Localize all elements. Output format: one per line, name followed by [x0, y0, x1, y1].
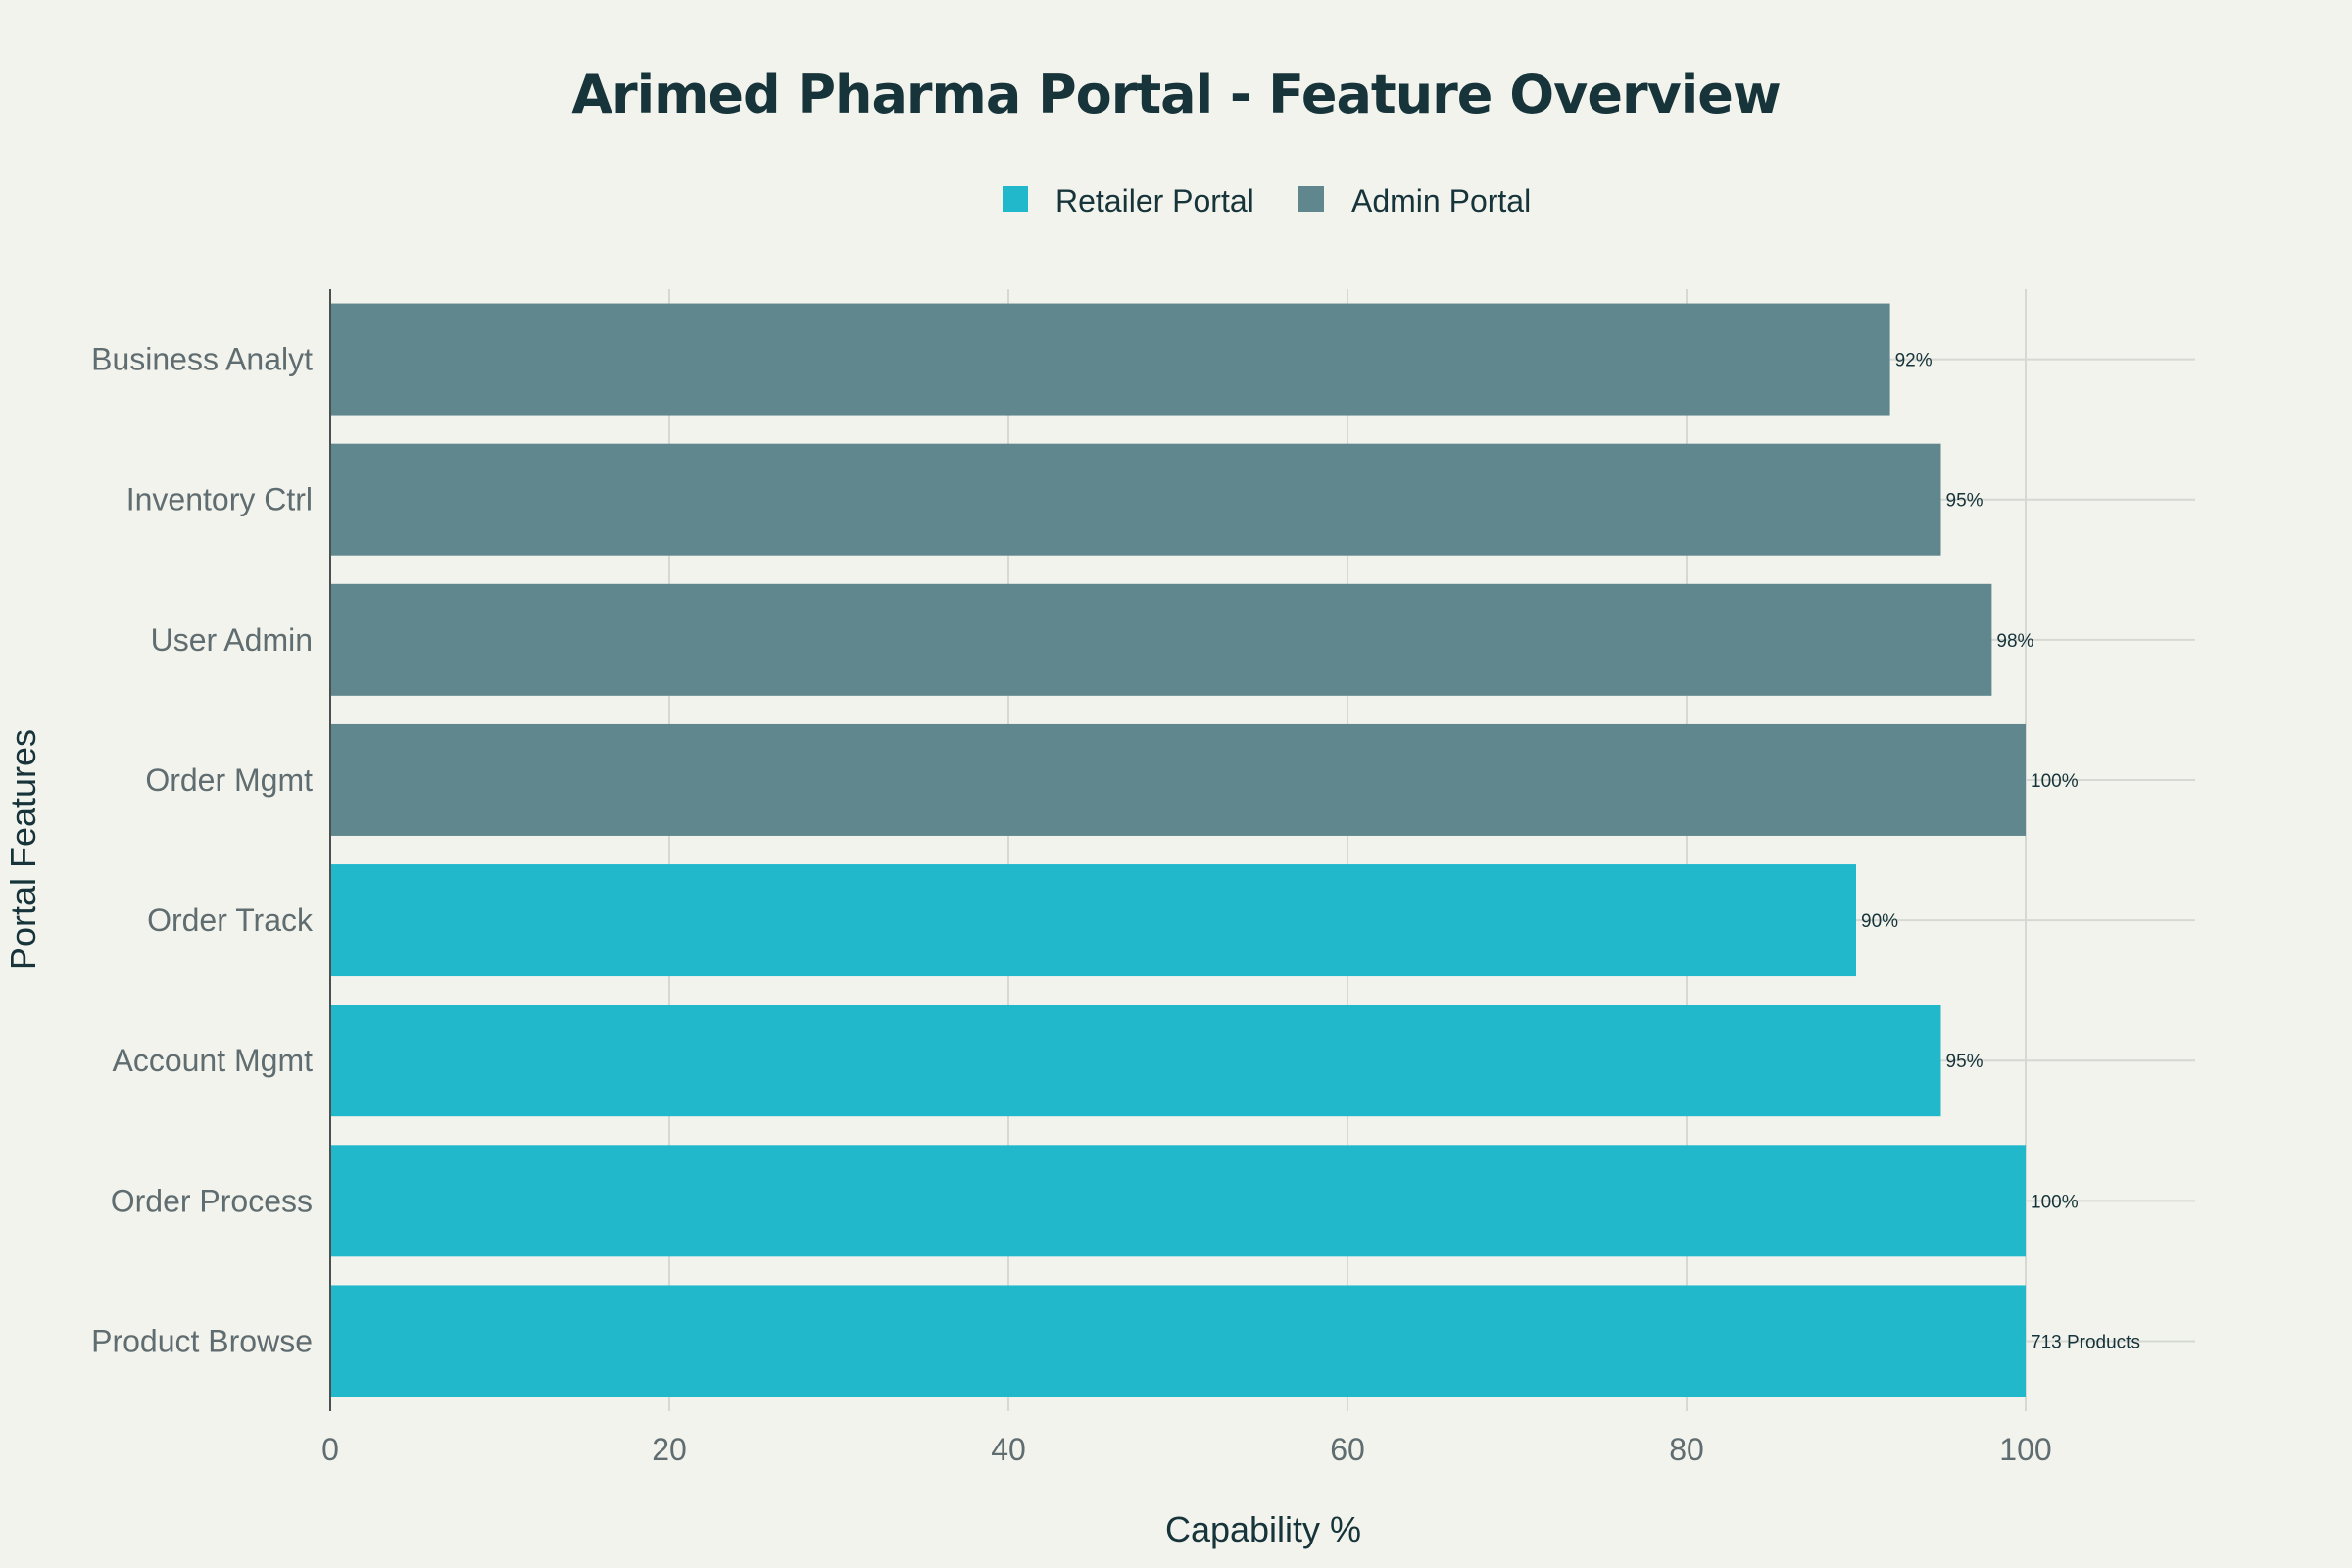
legend-swatch	[1298, 186, 1324, 212]
y-tick-label: Order Mgmt	[145, 762, 313, 798]
data-label: 100%	[2031, 771, 2079, 792]
bar-order-process	[330, 1145, 2026, 1257]
y-tick-label: User Admin	[151, 622, 313, 658]
x-tick-label: 60	[1330, 1432, 1365, 1467]
data-label: 98%	[1996, 631, 2034, 652]
y-tick-label: Business Analyt	[91, 342, 313, 377]
bar-user-admin	[330, 583, 1992, 696]
y-axis-ticks: Product Browse Order Process Account Mgmt O…	[91, 342, 314, 1359]
data-labels: 713 Products 100% 95% 90% 100% 98% 95% 92%	[1861, 351, 2140, 1353]
bar-business-analyt	[330, 303, 1890, 416]
data-label: 95%	[1946, 1052, 1984, 1072]
x-axis-ticks: 0 20 40 60 80 100	[321, 1432, 2052, 1467]
x-tick-label: 0	[321, 1432, 339, 1467]
y-axis-label: Portal Features	[3, 729, 43, 970]
y-tick-label: Order Track	[147, 903, 314, 938]
x-axis-label: Capability %	[1165, 1509, 1361, 1549]
bar-account-mgmt	[330, 1004, 1941, 1117]
chart-title: Arimed Pharma Portal - Feature Overview	[571, 64, 1781, 125]
data-label: 92%	[1895, 351, 1933, 371]
y-tick-label: Order Process	[111, 1183, 313, 1218]
data-label: 95%	[1946, 491, 1984, 512]
x-tick-label: 80	[1669, 1432, 1704, 1467]
bars	[330, 303, 2026, 1397]
data-label: 90%	[1861, 911, 1898, 932]
data-label: 713 Products	[2031, 1332, 2140, 1352]
x-tick-label: 40	[991, 1432, 1026, 1467]
bar-order-track	[330, 864, 1856, 977]
bar-product-browse	[330, 1285, 2026, 1397]
data-label: 100%	[2031, 1192, 2079, 1212]
y-tick-label: Account Mgmt	[112, 1043, 313, 1078]
y-tick-label: Inventory Ctrl	[126, 482, 313, 517]
legend-label: Admin Portal	[1351, 183, 1531, 219]
y-tick-label: Product Browse	[91, 1323, 313, 1358]
bar-inventory-ctrl	[330, 443, 1941, 556]
legend-label: Retailer Portal	[1055, 183, 1254, 219]
x-tick-label: 20	[652, 1432, 687, 1467]
legend-swatch	[1003, 186, 1028, 212]
legend: Retailer Portal Admin Portal	[1003, 183, 1531, 219]
bar-order-mgmt	[330, 723, 2026, 836]
x-tick-label: 100	[1999, 1432, 2051, 1467]
